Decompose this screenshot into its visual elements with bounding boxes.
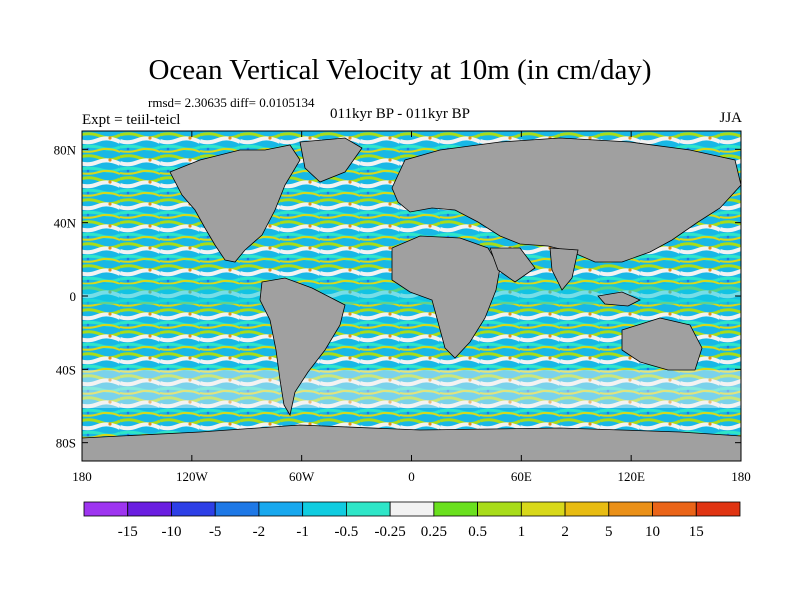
eurasia-land [391,137,741,263]
longitude-ticks: 180 120W 60W 0 60E 120E 180 [72,131,751,484]
north-america-land [169,144,301,263]
colorbar-box [258,501,304,517]
colorbar-box [389,501,435,517]
lon-tick-label: 0 [408,469,415,484]
land [82,137,741,461]
lat-tick-label: 40N [54,216,77,231]
colorbar-label: 2 [561,524,569,540]
lon-tick-label: 60E [511,469,532,484]
latitude-ticks: 80N 40N 0 40S 80S [54,142,741,451]
colorbar-box [608,501,653,517]
lat-tick-label: 0 [70,289,77,304]
period-label: 011kyr BP - 011kyr BP [330,106,471,122]
colorbar-label: -5 [209,524,222,540]
india-land [549,247,579,291]
colorbar-box [302,501,347,517]
southern-ocean-band [82,370,741,408]
colorbar-box [345,501,391,517]
equatorial-band [82,284,741,304]
colorbar-box [171,501,216,517]
colorbar-label: -2 [253,524,266,540]
colorbar-box [652,501,697,517]
lon-tick-label: 180 [731,469,751,484]
colorbar-label: -10 [161,524,181,540]
colorbar-label: -0.5 [335,524,359,540]
colorbar-label: 5 [605,524,613,540]
lon-tick-label: 60W [289,469,315,484]
colorbar-box [520,501,566,517]
colorbar-label: -15 [118,524,138,540]
south-america-land [259,277,346,417]
lat-tick-label: 80S [56,436,76,451]
colorbar-label: -0.25 [375,524,406,540]
lat-tick-label: 40S [56,362,76,377]
colorbar-box [564,501,610,517]
colorbar-box [214,501,260,517]
australia-land [621,317,703,371]
colorbar-label: 10 [645,524,660,540]
colorbar-label: 0.5 [468,524,487,540]
figure-title: Ocean Vertical Velocity at 10m (in cm/da… [148,54,652,86]
lon-tick-label: 120E [617,469,645,484]
colorbar: -15 -10 -5 -2 -1 -0.5 -0.25 0.25 0.5 1 2 5 10 15 [83,501,741,540]
colorbar-box [477,501,522,517]
stats-label: rmsd= 2.30635 diff= 0.0105134 [148,95,315,110]
colorbar-label: 1 [518,524,526,540]
colorbar-label: -1 [296,524,309,540]
colorbar-box [433,501,479,517]
season-label: JJA [719,110,742,126]
antarctica-land [82,424,741,461]
maritime-continent-land [597,291,641,307]
colorbar-label: 0.25 [421,524,447,540]
experiment-label: Expt = teiil-teicl [82,112,181,128]
africa-land [391,235,501,359]
colorbar-label: 15 [689,524,704,540]
lon-tick-label: 120W [176,469,209,484]
greenland-land [299,137,363,183]
colorbar-box [127,501,172,517]
lat-tick-label: 80N [54,142,77,157]
lon-tick-label: 180 [72,469,92,484]
map-plot-area [82,131,741,461]
colorbar-box [695,501,741,517]
arabia-land [489,247,536,283]
colorbar-box [83,501,129,517]
